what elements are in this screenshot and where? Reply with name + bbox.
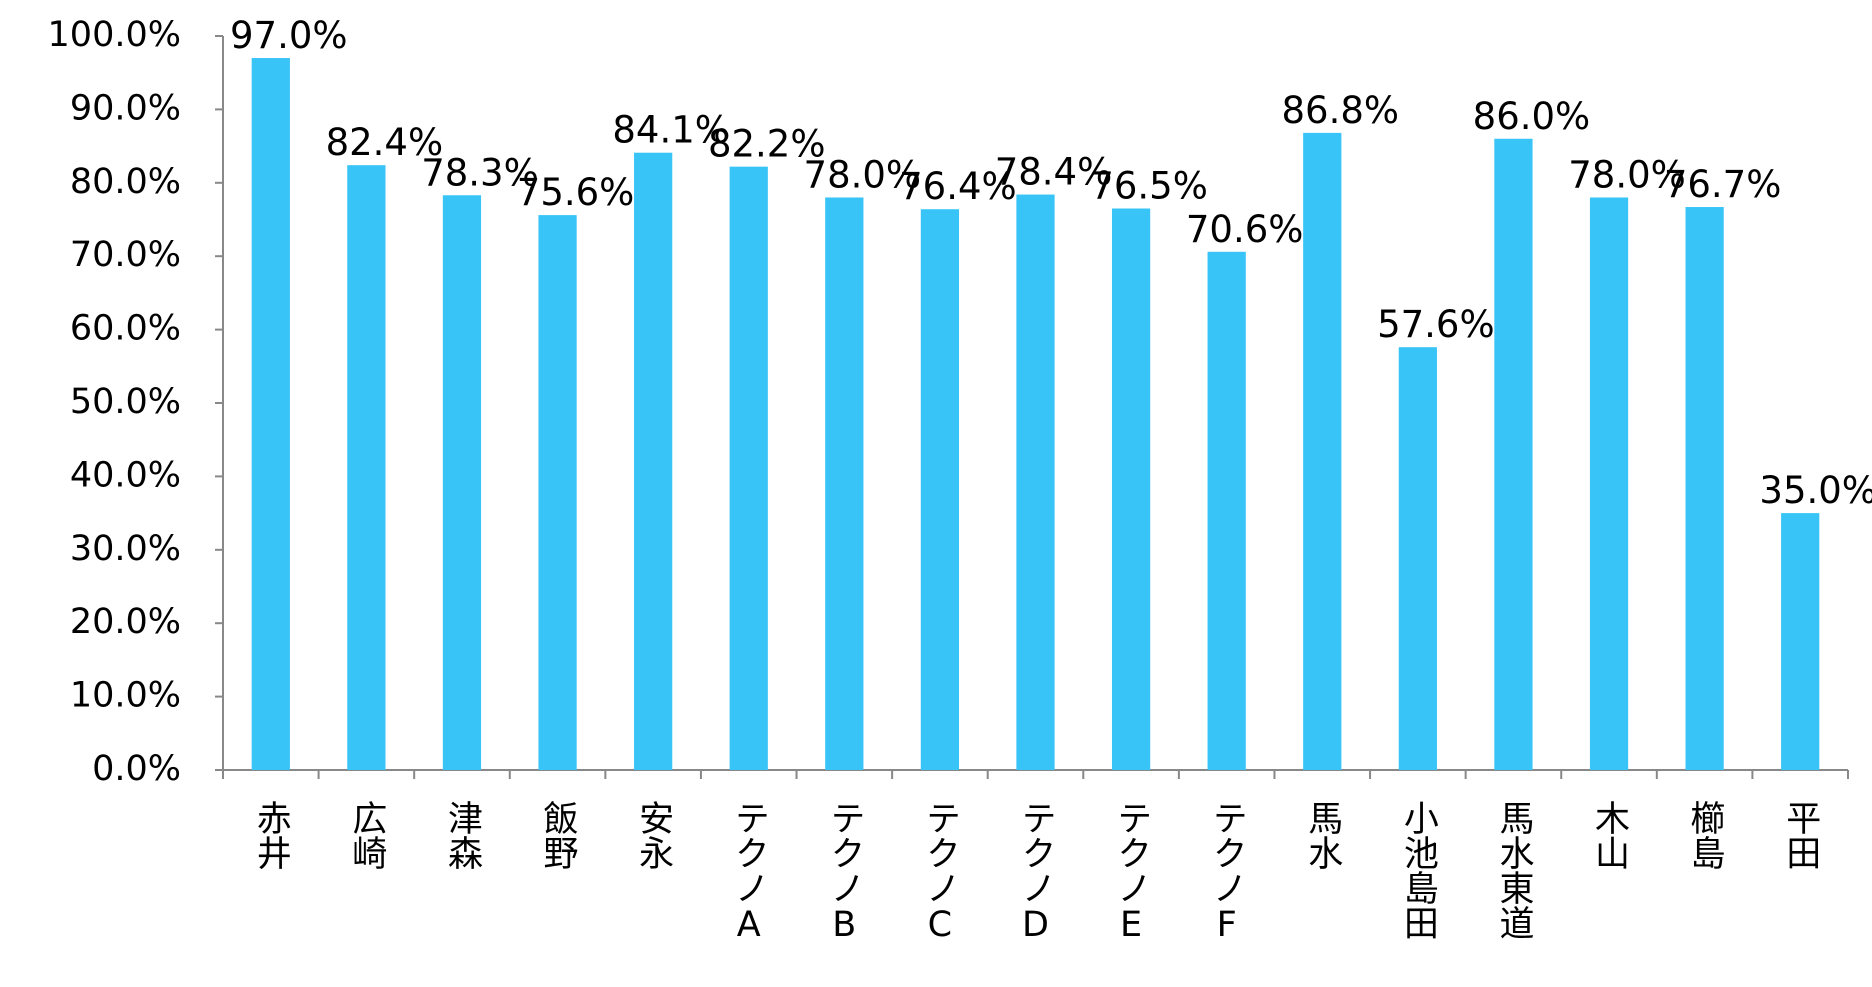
y-tick-label: 90.0% <box>70 88 181 128</box>
value-label: 97.0% <box>230 14 348 57</box>
value-label: 82.4% <box>326 121 444 164</box>
bar <box>251 58 290 770</box>
y-tick-label: 80.0% <box>70 162 181 202</box>
bar <box>442 195 482 770</box>
value-label: 84.1% <box>612 109 730 152</box>
bar <box>1589 197 1629 771</box>
x-tick-label: 櫛島 <box>1685 800 1726 870</box>
y-tick-label: 70.0% <box>70 235 181 275</box>
bar <box>538 215 577 770</box>
value-label: 82.2% <box>708 123 826 166</box>
y-tick-label: 10.0% <box>70 676 181 716</box>
x-tick-label: テクノD <box>1016 800 1056 945</box>
bar <box>1781 513 1820 770</box>
bar <box>1685 207 1724 771</box>
bar <box>1398 347 1437 770</box>
x-tick-label: 赤井 <box>251 800 291 870</box>
value-label: 78.0% <box>804 153 922 196</box>
bar <box>729 166 768 771</box>
y-tick-label: 0.0% <box>92 749 181 789</box>
bar <box>1016 194 1055 770</box>
value-label: 78.0% <box>1568 153 1686 196</box>
y-tick-label: 100.0% <box>48 15 181 55</box>
y-tick-label: 30.0% <box>70 529 181 569</box>
x-tick-label: 広崎 <box>346 800 386 870</box>
value-label: 75.6% <box>517 171 635 214</box>
x-tick-label: 小池島田 <box>1398 800 1438 940</box>
x-tick-label: テクノC <box>920 800 960 945</box>
bar <box>825 197 864 771</box>
bar <box>347 165 386 770</box>
x-tick-label: 津森 <box>442 800 483 870</box>
value-label: 76.4% <box>899 165 1017 208</box>
value-label: 70.6% <box>1186 208 1304 251</box>
value-label: 76.7% <box>1664 163 1782 206</box>
x-tick-label: 馬水東道 <box>1493 800 1533 940</box>
value-label: 57.6% <box>1377 303 1495 346</box>
bar <box>1303 132 1342 770</box>
x-tick-label: 平田 <box>1780 800 1820 870</box>
y-tick-label: 40.0% <box>70 455 181 495</box>
value-label: 78.4% <box>995 151 1113 194</box>
x-tick-label: テクノA <box>729 800 769 945</box>
x-tick-label: テクノE <box>1111 800 1151 945</box>
x-tick-label: 安永 <box>633 800 673 870</box>
bar <box>1494 138 1533 770</box>
bar <box>1207 251 1246 770</box>
bar <box>634 152 673 770</box>
value-label: 76.5% <box>1090 164 1208 207</box>
y-tick-label: 50.0% <box>70 382 181 422</box>
value-label: 86.8% <box>1281 89 1399 132</box>
bar <box>920 209 960 770</box>
y-tick-label: 20.0% <box>70 602 181 642</box>
bar <box>1111 208 1151 771</box>
value-label: 86.0% <box>1473 95 1591 138</box>
x-tick-label: テクノB <box>824 800 864 945</box>
value-label: 35.0% <box>1759 469 1872 512</box>
value-label: 78.3% <box>421 151 539 194</box>
x-tick-label: 馬水 <box>1302 800 1342 870</box>
y-tick-label: 60.0% <box>70 309 181 349</box>
x-tick-label: テクノF <box>1207 800 1247 945</box>
x-tick-label: 飯野 <box>538 800 579 870</box>
x-tick-label: 木山 <box>1589 800 1630 870</box>
